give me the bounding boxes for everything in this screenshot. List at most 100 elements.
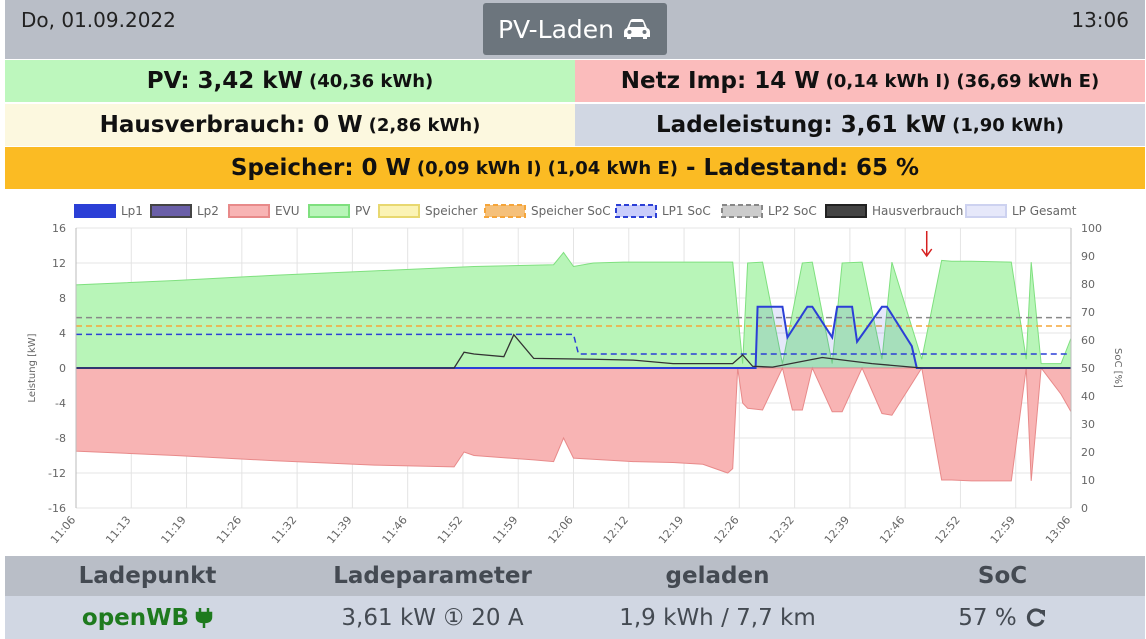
col-soc: SoC xyxy=(977,563,1028,589)
series-evu-area xyxy=(75,366,1072,482)
soc-cell[interactable]: 57 % xyxy=(860,596,1145,639)
legend-swatch xyxy=(615,204,657,218)
power-chart[interactable]: 16 12 8 4 0 -4 -8 -12 -16 11:06 11:13 11:19 11:26 11:… xyxy=(0,195,1146,555)
y-tick-label: 16 xyxy=(52,222,66,235)
x-tick-label: 12:46 xyxy=(877,514,907,547)
legend-swatch xyxy=(74,204,116,218)
x-tick-label: 11:32 xyxy=(269,514,299,547)
x-tick-label: 11:52 xyxy=(435,514,465,547)
col-ladepunkt: Ladepunkt xyxy=(78,563,217,589)
header-bar: Do, 01.09.2022 PV-Laden 13:06 xyxy=(5,0,1145,59)
legend-swatch xyxy=(308,204,350,218)
x-tick-label: 12:39 xyxy=(822,514,852,547)
legend-swatch xyxy=(228,204,270,218)
y2-tick-label: 100 xyxy=(1081,222,1102,235)
pv-status: PV: 3,42 kW (40,36 kWh) xyxy=(5,60,575,102)
charge-status: Ladeleistung: 3,61 kW (1,90 kWh) xyxy=(575,104,1145,146)
legend-label: PV xyxy=(355,204,371,218)
col-geladen: geladen xyxy=(665,563,770,589)
y2-tick-label: 30 xyxy=(1081,418,1095,431)
house-power: Hausverbrauch: 0 W xyxy=(99,112,363,138)
legend-label: LP1 SoC xyxy=(662,204,711,218)
charge-mode-label: PV-Laden xyxy=(497,14,615,44)
y-tick-label: 4 xyxy=(59,327,66,340)
y-tick-label: 8 xyxy=(59,292,66,305)
plug-icon xyxy=(195,607,213,628)
chargepoint-name-cell[interactable]: openWB xyxy=(5,596,290,639)
legend-swatch xyxy=(825,204,867,218)
series-lp1-soc xyxy=(76,333,1071,355)
x-tick-label: 12:52 xyxy=(932,514,962,547)
series-lp1 xyxy=(76,305,1071,369)
x-tick-label: 11:19 xyxy=(159,514,189,547)
storage-power: Speicher: 0 W xyxy=(230,155,411,181)
series-hausverbrauch xyxy=(76,333,1071,369)
charge-mode-button[interactable]: PV-Laden xyxy=(483,3,667,55)
y2-tick-label: 90 xyxy=(1081,250,1095,263)
legend-label: EVU xyxy=(275,204,300,218)
x-tick-label: 11:39 xyxy=(324,514,354,547)
legend-swatch xyxy=(965,204,1007,218)
chargepoint-table-header: Ladepunkt Ladeparameter geladen SoC xyxy=(5,556,1145,596)
x-tick-label: 12:19 xyxy=(656,514,686,547)
y2-tick-label: 0 xyxy=(1081,502,1088,515)
y2-tick-label: 60 xyxy=(1081,334,1095,347)
charge-power: Ladeleistung: 3,61 kW xyxy=(656,112,947,138)
series-pv-area xyxy=(75,251,1072,369)
x-tick-label: 11:26 xyxy=(214,514,244,547)
charge-energy: (1,90 kWh) xyxy=(952,114,1064,136)
legend-swatch xyxy=(378,204,420,218)
x-tick-label: 11:59 xyxy=(490,514,520,547)
grid-status: Netz Imp: 14 W (0,14 kWh I) (36,69 kWh E… xyxy=(575,60,1145,102)
y2-tick-label: 10 xyxy=(1081,474,1095,487)
y2-tick-label: 70 xyxy=(1081,306,1095,319)
y-tick-label: 12 xyxy=(52,257,66,270)
grid-power: Netz Imp: 14 W xyxy=(620,68,820,94)
chargepoint-row[interactable]: openWB 3,61 kW ① 20 A 1,9 kWh / 7,7 km 5… xyxy=(5,596,1145,639)
storage-import: (0,09 kWh I) xyxy=(416,157,542,179)
y2-axis-label: SoC [%] xyxy=(1112,348,1123,388)
y2-tick-label: 40 xyxy=(1081,390,1095,403)
grid-import: (0,14 kWh I) xyxy=(825,70,951,92)
chargepoint-name: openWB xyxy=(81,604,190,631)
y2-tick-label: 20 xyxy=(1081,446,1095,459)
col-ladeparameter: Ladeparameter xyxy=(333,563,532,589)
x-tick-label: 11:06 xyxy=(48,514,78,547)
charged-amount: 1,9 kWh / 7,7 km xyxy=(619,604,816,631)
y-tick-label: -16 xyxy=(48,502,66,515)
house-energy: (2,86 kWh) xyxy=(368,114,481,136)
x-tick-label: 12:32 xyxy=(767,514,797,547)
pv-energy: (40,36 kWh) xyxy=(308,70,434,92)
y-tick-label: -4 xyxy=(55,397,66,410)
x-tick-label: 13:06 xyxy=(1043,514,1073,547)
y-tick-label: -12 xyxy=(48,467,66,480)
y2-tick-label: 80 xyxy=(1081,278,1095,291)
legend-label: LP2 SoC xyxy=(768,204,817,218)
legend-label: Lp1 xyxy=(121,204,143,218)
legend-label: Hausverbrauch xyxy=(872,204,963,218)
y-tick-label: -8 xyxy=(55,432,66,445)
house-status: Hausverbrauch: 0 W (2,86 kWh) xyxy=(5,104,575,146)
soc-value: 57 % xyxy=(958,604,1017,631)
storage-status: Speicher: 0 W (0,09 kWh I) (1,04 kWh E) … xyxy=(5,147,1145,189)
grid-export: (36,69 kWh E) xyxy=(956,70,1100,92)
storage-export: (1,04 kWh E) xyxy=(547,157,678,179)
y-axis-label: Leistung [kW] xyxy=(27,333,38,402)
storage-soc: - Ladestand: 65 % xyxy=(686,155,920,181)
legend-swatch xyxy=(484,204,526,218)
time-label: 13:06 xyxy=(1071,8,1129,32)
x-tick-label: 12:59 xyxy=(988,514,1018,547)
legend-swatch xyxy=(721,204,763,218)
x-tick-label: 12:12 xyxy=(601,514,631,547)
x-tick-label: 12:06 xyxy=(545,514,575,547)
refresh-icon[interactable] xyxy=(1025,607,1047,629)
y2-tick-label: 50 xyxy=(1081,362,1095,375)
pv-power: PV: 3,42 kW xyxy=(146,68,303,94)
y-tick-label: 0 xyxy=(59,362,66,375)
legend-label: Speicher SoC xyxy=(531,204,611,218)
charge-params[interactable]: 3,61 kW ① 20 A xyxy=(341,604,524,631)
x-tick-label: 11:46 xyxy=(380,514,410,547)
car-icon xyxy=(624,19,651,39)
date-label: Do, 01.09.2022 xyxy=(21,8,176,32)
